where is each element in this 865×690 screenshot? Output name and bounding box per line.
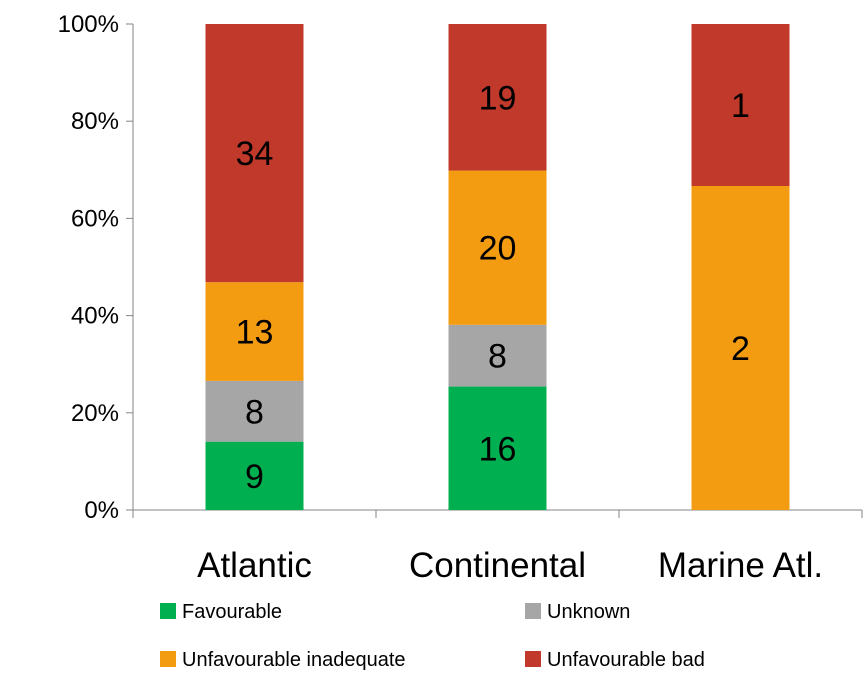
- data-label: 13: [236, 314, 274, 352]
- data-label: 9: [245, 458, 264, 496]
- legend-swatch: [160, 603, 176, 619]
- y-tick-label: 100%: [58, 11, 119, 38]
- legend-swatch: [525, 603, 541, 619]
- bar-segment: [205, 24, 304, 283]
- legend-item-label: Unfavourable inadequate: [182, 649, 406, 671]
- legend-swatch: [160, 651, 176, 667]
- bar-segment: [691, 24, 790, 186]
- legend-item-label: Unfavourable bad: [547, 649, 705, 671]
- x-category-label: Marine Atl.: [658, 546, 823, 585]
- data-label: 8: [245, 393, 264, 431]
- data-label: 20: [479, 230, 517, 268]
- legend-swatch: [525, 651, 541, 667]
- data-label: 2: [731, 330, 750, 368]
- bar-segment: [448, 24, 547, 171]
- y-tick-label: 80%: [71, 108, 119, 135]
- data-label: 34: [236, 135, 274, 173]
- y-tick-label: 20%: [71, 400, 119, 427]
- data-label: 1: [731, 87, 750, 125]
- legend-item-label: Favourable: [182, 601, 282, 623]
- data-label: 8: [488, 338, 507, 376]
- bar-segment: [691, 186, 790, 510]
- x-category-label: Atlantic: [197, 546, 312, 585]
- y-tick-label: 0%: [84, 497, 119, 524]
- data-label: 16: [479, 430, 517, 468]
- y-tick-label: 40%: [71, 303, 119, 330]
- bar-segment: [205, 380, 304, 442]
- y-tick-label: 60%: [71, 205, 119, 232]
- bar-segment: [448, 324, 547, 387]
- bar-segment: [448, 170, 547, 325]
- x-category-label: Continental: [409, 546, 586, 585]
- bar-segment: [448, 386, 547, 510]
- legend-item-label: Unknown: [547, 601, 630, 623]
- bar-segment: [205, 282, 304, 381]
- data-label: 19: [479, 79, 517, 117]
- bar-segment: [205, 441, 304, 510]
